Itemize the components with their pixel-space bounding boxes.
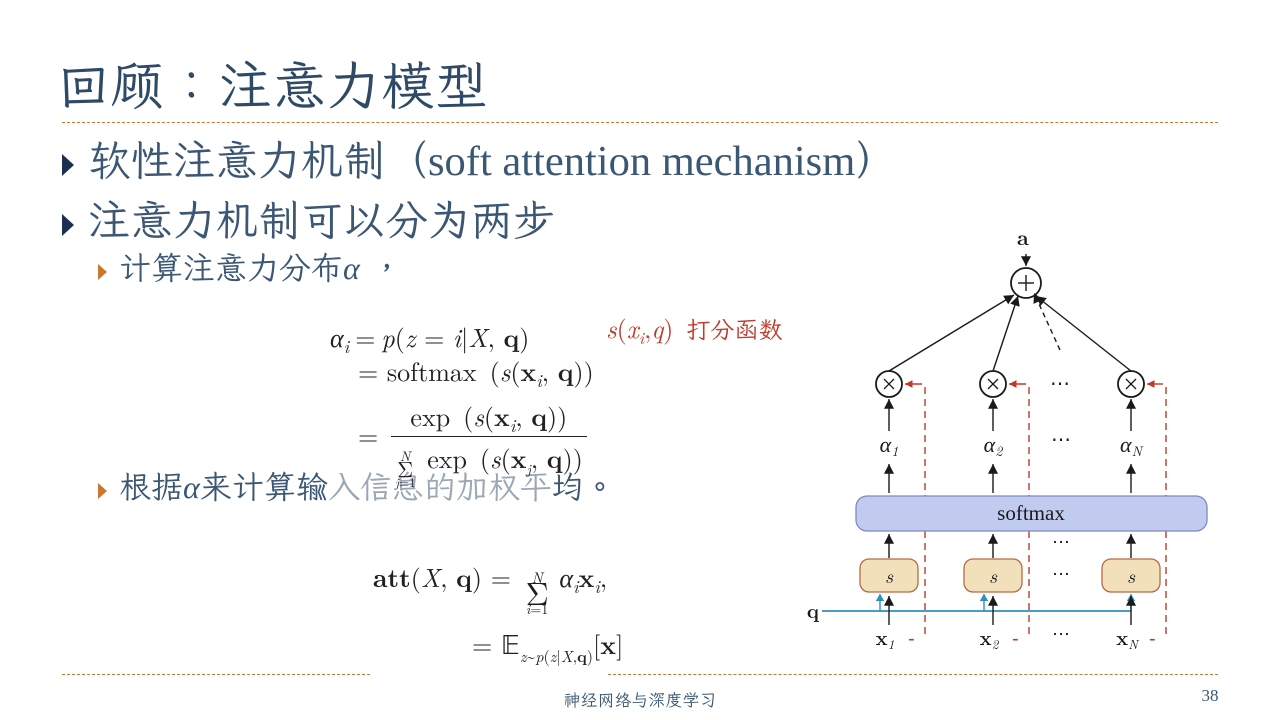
svg-text:-: - bbox=[1149, 628, 1156, 650]
svg-text:q: q bbox=[807, 595, 820, 624]
svg-text:s: s bbox=[885, 560, 894, 589]
svg-text:-: - bbox=[1012, 628, 1019, 650]
svg-text:⋯: ⋯ bbox=[1051, 429, 1071, 451]
svg-text:⋯: ⋯ bbox=[1052, 624, 1070, 644]
svg-text:α1: α1 bbox=[880, 428, 899, 461]
svg-text:αN: αN bbox=[1120, 428, 1144, 461]
svg-text:softmax: softmax bbox=[997, 501, 1065, 525]
svg-text:s: s bbox=[1127, 560, 1136, 589]
svg-text:⋯: ⋯ bbox=[1050, 373, 1070, 395]
svg-text:⋯: ⋯ bbox=[1052, 532, 1070, 552]
svg-text:x2: x2 bbox=[980, 622, 1000, 653]
svg-text:xN: xN bbox=[1116, 622, 1140, 653]
svg-text:-: - bbox=[908, 628, 915, 650]
svg-text:α2: α2 bbox=[984, 428, 1004, 461]
svg-text:x1: x1 bbox=[876, 622, 895, 653]
svg-text:⋯: ⋯ bbox=[1052, 564, 1070, 584]
svg-text:s: s bbox=[989, 560, 998, 589]
